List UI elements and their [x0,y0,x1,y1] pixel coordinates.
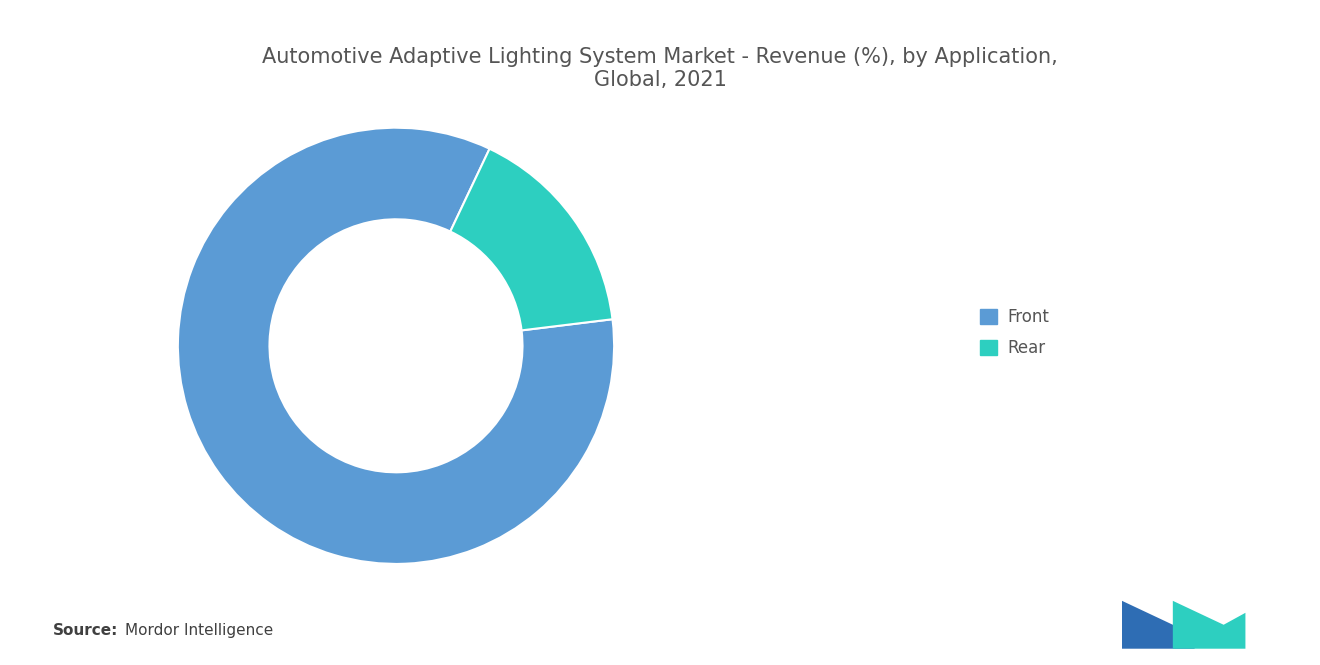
Text: Mordor Intelligence: Mordor Intelligence [125,623,273,638]
Wedge shape [178,128,614,564]
Text: Automotive Adaptive Lighting System Market - Revenue (%), by Application,
Global: Automotive Adaptive Lighting System Mark… [263,47,1057,90]
Polygon shape [1172,601,1246,649]
Legend: Front, Rear: Front, Rear [972,299,1057,366]
Wedge shape [450,149,612,331]
Polygon shape [1122,601,1195,649]
Text: Source:: Source: [53,623,119,638]
